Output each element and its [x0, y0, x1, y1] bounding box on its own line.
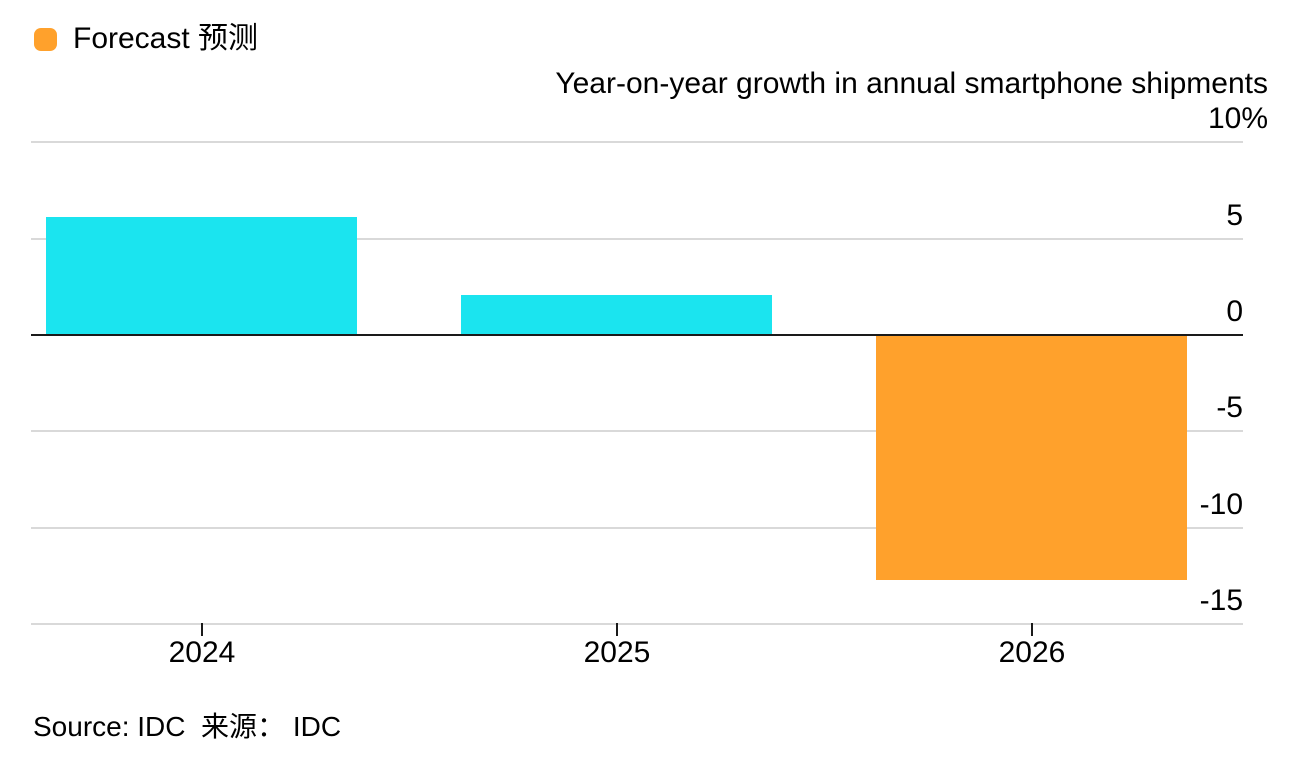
forecast-bar	[876, 336, 1187, 580]
x-axis-label: 2026	[998, 636, 1066, 669]
x-axis-label: 2024	[168, 636, 236, 669]
gridline	[31, 527, 1243, 529]
chart-title: Year-on-year growth in annual smartphone…	[555, 67, 1268, 100]
legend: Forecast 预测	[34, 22, 258, 56]
actual-bar	[461, 295, 772, 334]
gridline	[31, 430, 1243, 432]
y-axis-label: 5	[1226, 199, 1243, 232]
zero-line	[31, 334, 1243, 336]
y-axis-label: -5	[1216, 391, 1243, 424]
gridline	[31, 623, 1243, 625]
y-axis-label: -15	[1199, 584, 1243, 617]
gridline	[31, 238, 1243, 240]
y-axis-label: -10	[1199, 488, 1243, 521]
forecast-legend-swatch	[34, 27, 57, 51]
source-note: Source: IDC 来源： IDC	[33, 711, 342, 742]
y-axis-label: 10%	[1207, 102, 1268, 135]
x-axis-tick	[1031, 623, 1033, 636]
y-axis-label: 0	[1226, 295, 1243, 328]
gridline	[31, 141, 1243, 143]
actual-bar	[46, 217, 357, 334]
forecast-legend-label: Forecast 预测	[73, 22, 259, 55]
x-axis-tick	[616, 623, 618, 636]
x-axis-tick	[201, 623, 203, 636]
x-axis-label: 2025	[583, 636, 651, 669]
